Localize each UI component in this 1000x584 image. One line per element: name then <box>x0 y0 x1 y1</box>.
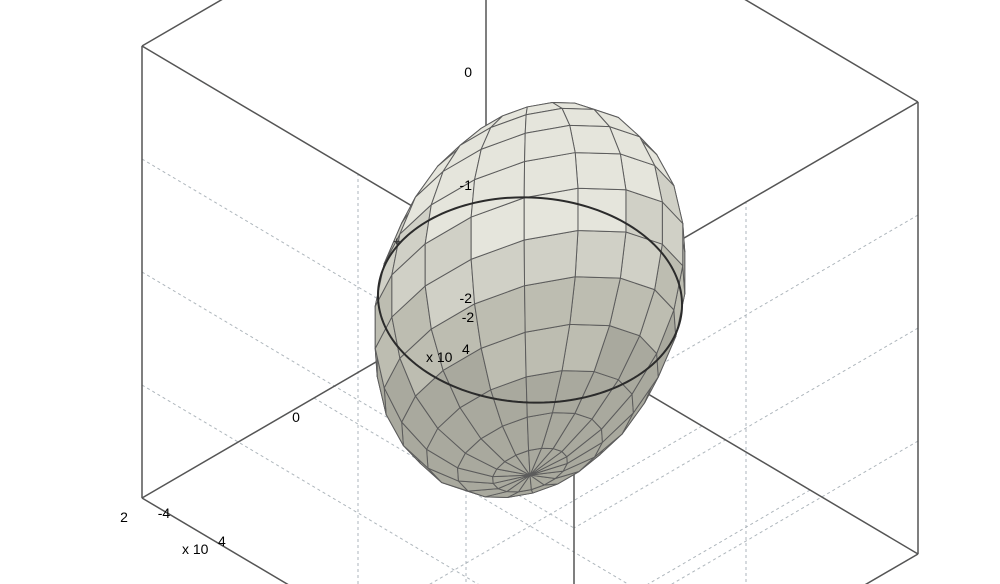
figure-root: -2-1012-202-4024 x 104x 104x 104 <box>0 0 1000 584</box>
y-multiplier: x 10 4 <box>182 533 226 557</box>
svg-text:x 10: x 10 <box>182 541 209 557</box>
x-tick-label: 0 <box>292 409 300 425</box>
x-tick-label: -2 <box>462 309 475 325</box>
x-tick-label: 2 <box>120 509 128 525</box>
svg-text:x 10: x 10 <box>426 349 453 365</box>
svg-text:4: 4 <box>462 341 470 357</box>
z-tick-label: -1 <box>460 177 473 193</box>
z-tick-label: 0 <box>464 64 472 80</box>
plot-svg: -2-1012-202-4024 x 104x 104x 104 <box>0 0 1000 584</box>
y-tick-label: -4 <box>158 505 171 521</box>
z-tick-label: -2 <box>460 290 473 306</box>
svg-text:4: 4 <box>218 533 226 549</box>
